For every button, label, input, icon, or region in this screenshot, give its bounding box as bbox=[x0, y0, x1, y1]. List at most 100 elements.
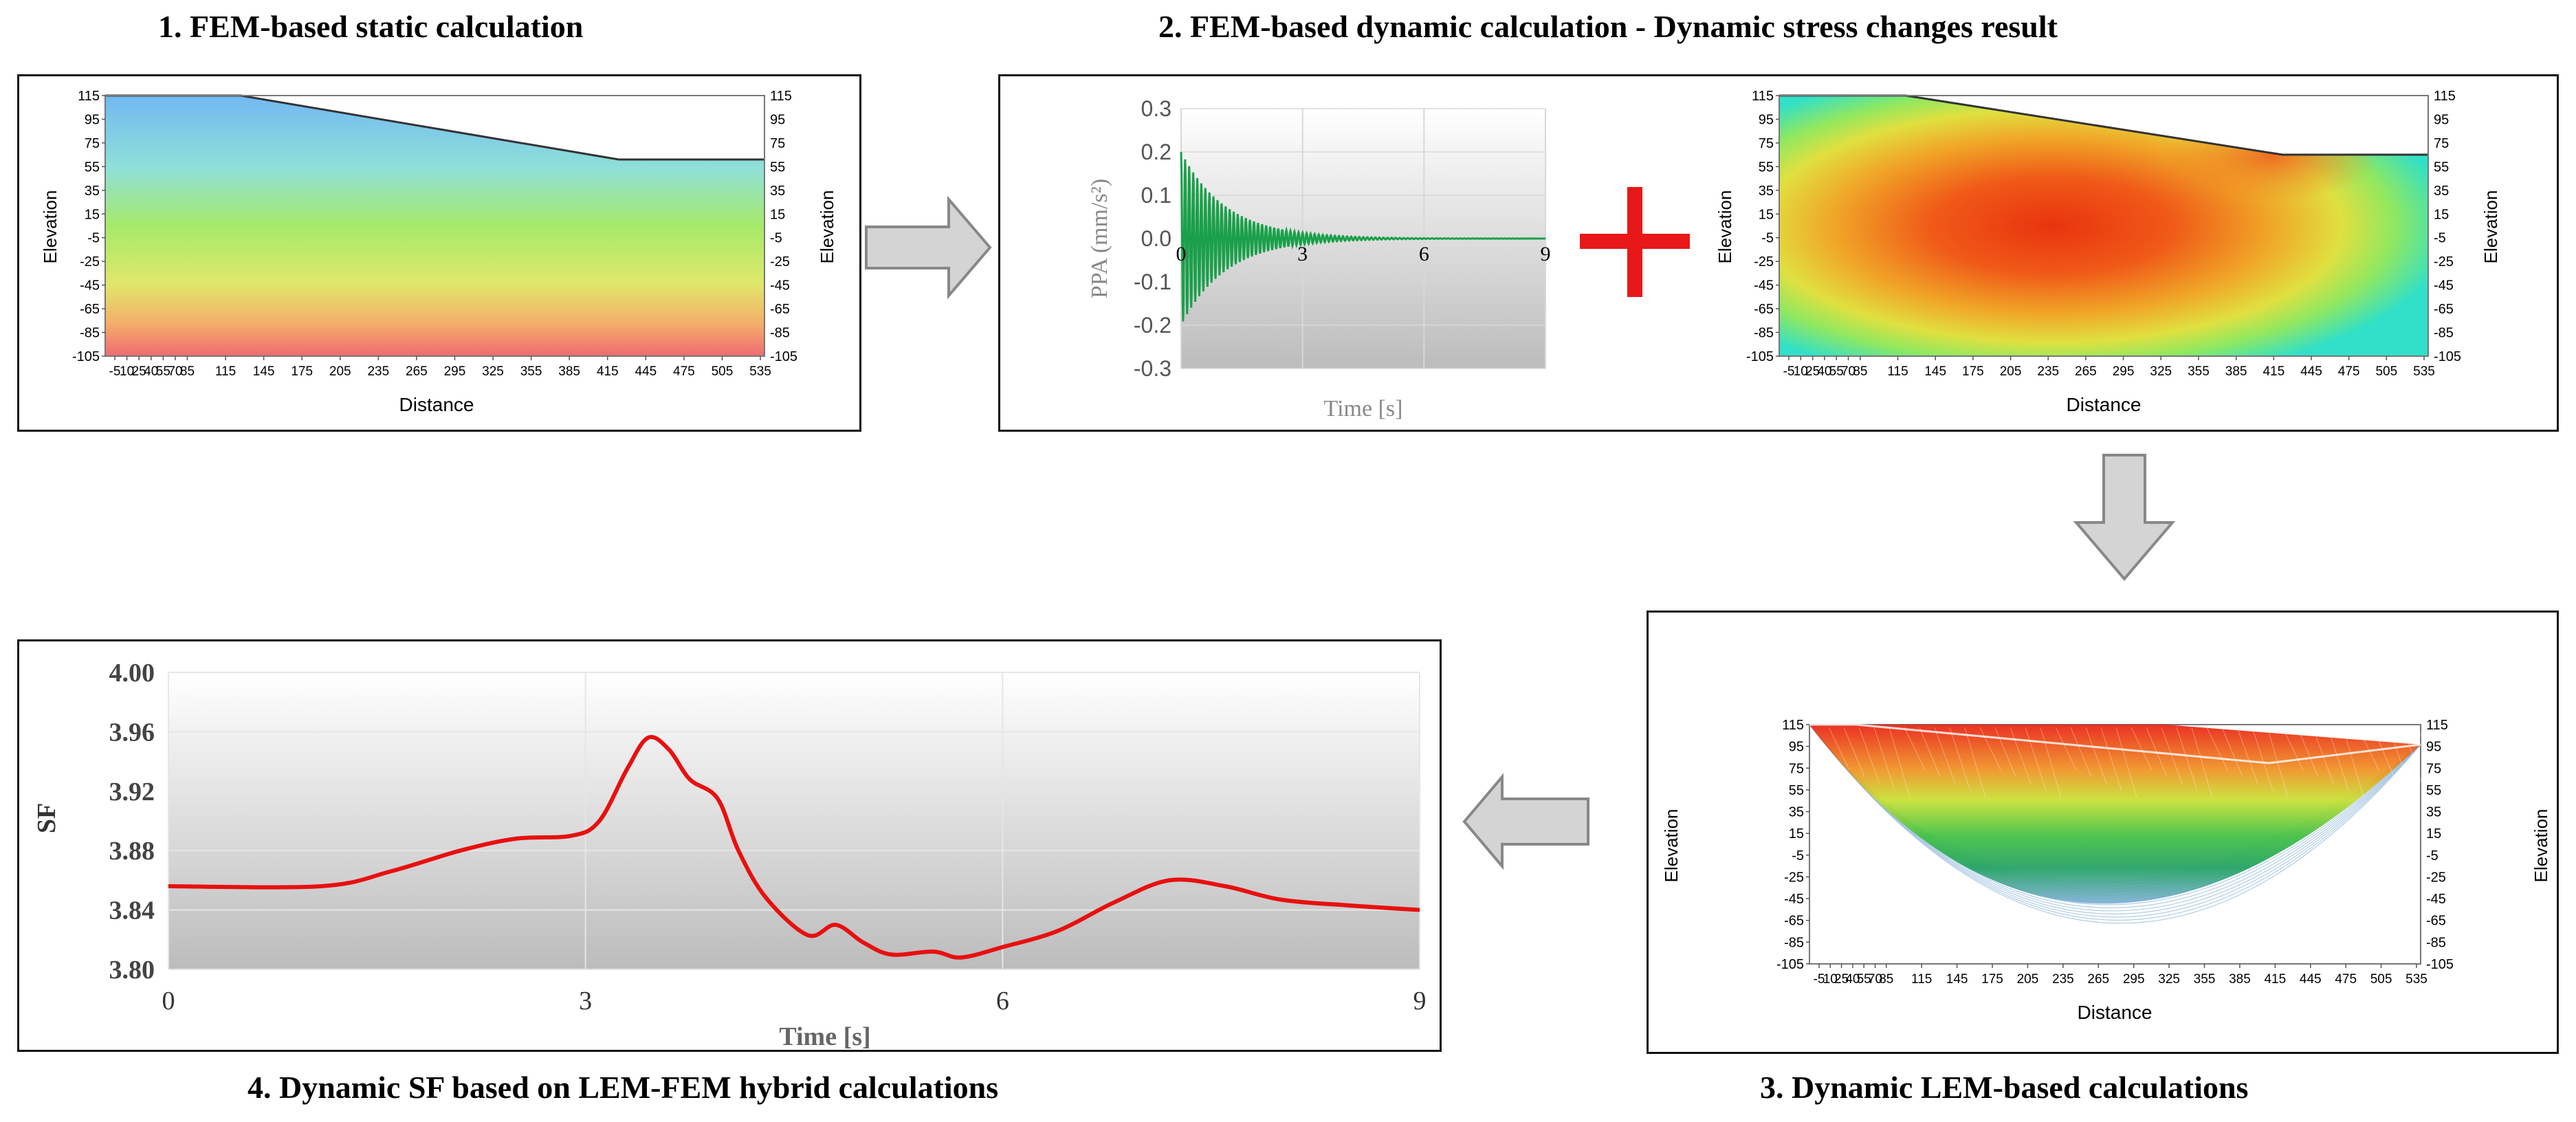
static-ytick-right: -45 bbox=[770, 278, 790, 294]
static-ytick-right: 115 bbox=[770, 89, 792, 104]
static-ytick-left: -5 bbox=[87, 231, 100, 246]
lem-ylabel-right: Elevation bbox=[2531, 809, 2551, 883]
ppa-xtick: 9 bbox=[1541, 243, 1551, 265]
ppa-ytick: 0.3 bbox=[1141, 96, 1171, 121]
ppa-ytick: -0.3 bbox=[1134, 356, 1171, 381]
lem-hatch-line bbox=[2070, 727, 2092, 778]
lem-hatch-line bbox=[2342, 727, 2364, 798]
dynamic-xtick: -5 bbox=[1783, 364, 1795, 379]
dynamic-ytick-left: 95 bbox=[1759, 112, 1774, 127]
lem-ytick-left: 95 bbox=[1789, 740, 1804, 755]
lem-ytick-left: -25 bbox=[1784, 870, 1804, 885]
static-ytick-right: -65 bbox=[770, 302, 790, 317]
ppa-ytick: -0.1 bbox=[1134, 270, 1171, 294]
static-xtick: 355 bbox=[520, 364, 542, 379]
static-xtick: -5 bbox=[109, 364, 121, 379]
lem-hatch-line bbox=[2282, 727, 2304, 771]
lem-hatch-line bbox=[2131, 727, 2153, 771]
sf-ytick: 3.96 bbox=[109, 718, 155, 747]
dynamic-ytick-right: -105 bbox=[2434, 349, 2461, 364]
arrow-down-icon bbox=[2073, 454, 2176, 582]
title-dynamic-sf: 4. Dynamic SF based on LEM-FEM hybrid ca… bbox=[247, 1070, 999, 1105]
dynamic-ytick-right: 115 bbox=[2434, 89, 2456, 104]
static-xtick: 205 bbox=[329, 364, 351, 379]
static-xlabel: Distance bbox=[399, 394, 474, 415]
dynamic-ytick-left: -105 bbox=[1746, 349, 1774, 364]
lem-xtick: 385 bbox=[2229, 972, 2251, 987]
static-xtick: 145 bbox=[253, 364, 275, 379]
static-xtick: 325 bbox=[482, 364, 504, 379]
dynamic-ytick-left: -85 bbox=[1754, 326, 1774, 341]
static-ytick-left: 95 bbox=[85, 112, 100, 127]
sf-xtick: 3 bbox=[579, 987, 592, 1015]
dynamic-stress-plot: 115 95 75 55 35 15 -5 -25 -45 -65 -85 -105 115 95 75 5… bbox=[1715, 89, 2501, 415]
lem-slip-circle bbox=[1809, 724, 2421, 918]
lem-hatch-line bbox=[2418, 727, 2440, 798]
static-ytick-left: -65 bbox=[80, 302, 100, 317]
dynamic-yticks-left: 115 95 75 55 35 15 -5 -25 -45 -65 -85 -105 bbox=[1746, 89, 1779, 364]
sf-xtick: 9 bbox=[1413, 987, 1427, 1015]
dynamic-xtick: 385 bbox=[2225, 364, 2247, 379]
ppa-ytick: -0.2 bbox=[1134, 313, 1171, 338]
ppa-xlabel: Time [s] bbox=[1324, 396, 1403, 421]
static-ytick-right: 15 bbox=[770, 207, 785, 222]
static-ytick-left: 115 bbox=[78, 89, 100, 104]
static-xtick: 385 bbox=[558, 364, 580, 379]
dynamic-ytick-left: -65 bbox=[1754, 302, 1774, 317]
lem-xtick: 115 bbox=[1911, 972, 1932, 987]
lem-ytick-left: 35 bbox=[1789, 805, 1804, 820]
dynamic-ytick-left: 35 bbox=[1759, 184, 1774, 199]
static-xtick: 445 bbox=[635, 364, 657, 379]
static-stress-field bbox=[105, 96, 764, 356]
lem-ytick-right: 15 bbox=[2426, 826, 2441, 842]
lem-hatch-line bbox=[2100, 727, 2122, 791]
lem-hatch-line bbox=[1919, 727, 1941, 778]
lem-ytick-left: 75 bbox=[1789, 761, 1804, 776]
static-yticks-right: 115 95 75 55 35 15 -5 -25 -45 -65 -85 -105 bbox=[770, 89, 797, 364]
dynamic-xtick: 235 bbox=[2037, 364, 2059, 379]
sf-chart: 4.00 3.96 3.92 3.88 3.84 3.80 0 3 6 9 SF Time [s… bbox=[32, 659, 1427, 1051]
static-xtick: 40 bbox=[144, 364, 158, 379]
dynamic-xtick: 70 bbox=[1841, 364, 1856, 379]
lem-xtick: 355 bbox=[2194, 972, 2216, 987]
lem-xtick: 325 bbox=[2158, 972, 2180, 987]
title-lem-calculation: 3. Dynamic LEM-based calculations bbox=[1760, 1070, 2249, 1105]
lem-xtick: 535 bbox=[2406, 972, 2428, 987]
lem-xtick: 415 bbox=[2264, 972, 2286, 987]
static-xtick: 175 bbox=[291, 364, 313, 379]
static-xtick: 10 bbox=[120, 364, 134, 379]
lem-hatch-line bbox=[2161, 727, 2183, 784]
sf-xtick: 6 bbox=[996, 987, 1009, 1015]
lem-hatch-line bbox=[1889, 727, 1911, 798]
dynamic-xtick: 355 bbox=[2188, 364, 2210, 379]
static-ytick-left: -85 bbox=[80, 326, 100, 341]
dynamic-ytick-right: -45 bbox=[2434, 278, 2454, 294]
lem-hatch-line bbox=[2252, 727, 2274, 791]
static-plot-frame bbox=[104, 95, 765, 357]
lem-xtick: 55 bbox=[1857, 972, 1871, 987]
sf-ytick: 3.92 bbox=[109, 778, 155, 806]
lem-hatch-line bbox=[2373, 727, 2395, 778]
lem-hatch-line bbox=[2176, 727, 2198, 791]
lem-ytick-left: -85 bbox=[1784, 935, 1804, 950]
dynamic-xtick: 295 bbox=[2113, 364, 2135, 379]
dynamic-ylabel-left: Elevation bbox=[1715, 190, 1735, 264]
static-ytick-right: -25 bbox=[770, 254, 790, 270]
sf-ytick: 3.80 bbox=[109, 956, 155, 984]
arrow-left-icon bbox=[1462, 773, 1589, 870]
lem-xtick: 85 bbox=[1879, 972, 1893, 987]
ppa-chart: 0.3 0.2 0.1 0.0 -0.1 -0.2 -0.3 0 3 6 9 PPA (mm/s²… bbox=[1087, 96, 1551, 421]
static-xtick: 415 bbox=[597, 364, 619, 379]
static-ytick-left: 35 bbox=[85, 184, 100, 199]
lem-hatch-line bbox=[1994, 727, 2016, 778]
lem-slip-circle bbox=[1809, 724, 2421, 915]
dynamic-ytick-right: -85 bbox=[2434, 326, 2454, 341]
dynamic-ytick-right: 95 bbox=[2434, 112, 2449, 127]
lem-xlabel: Distance bbox=[2078, 1002, 2153, 1023]
static-xtick: 55 bbox=[156, 364, 170, 379]
lem-xtick: 145 bbox=[1946, 972, 1968, 987]
lem-xtick: 265 bbox=[2087, 972, 2109, 987]
